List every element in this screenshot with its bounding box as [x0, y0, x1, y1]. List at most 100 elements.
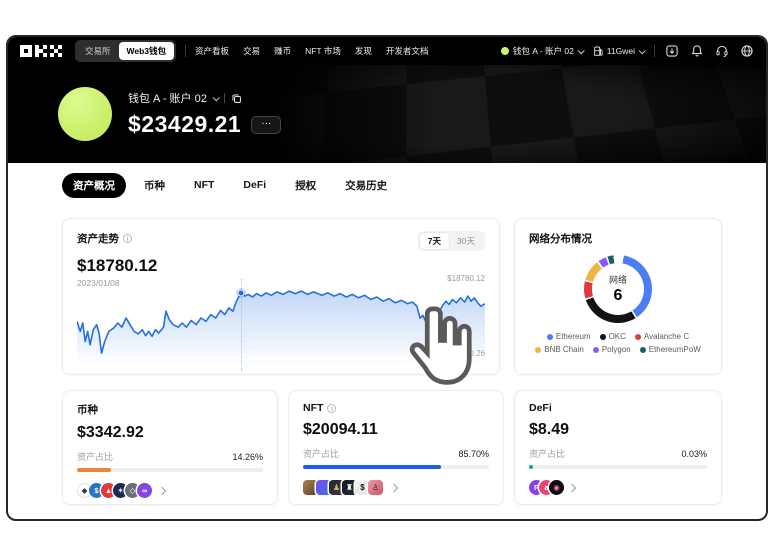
- app-window: 交易所 Web3钱包 资产看板 交易 赚币 NFT 市场 发现 开发者文档 钱包 A - …: [6, 35, 768, 521]
- trend-value: $18780.12: [77, 256, 158, 275]
- progress-fill: [529, 465, 534, 469]
- headset-icon[interactable]: [715, 44, 729, 58]
- nav-item[interactable]: 赚币: [274, 46, 292, 56]
- progress-track: [77, 468, 263, 472]
- toggle-exchange[interactable]: 交易所: [85, 46, 111, 56]
- download-icon[interactable]: [665, 44, 679, 58]
- nav-item[interactable]: 交易: [243, 46, 261, 56]
- summary-cards-row: 币种 $3342.92 资产占比 14.26% ◆ $ ▲ ✶ ◇ ∞ NFT i $20094.11 资…: [62, 390, 722, 505]
- nav-item[interactable]: 资产看板: [195, 46, 230, 56]
- asset-trend-chart[interactable]: $18780.12 $2190.26: [77, 274, 485, 385]
- wallet-name: 钱包 A - 账户 02: [128, 93, 207, 105]
- okx-logo-o: [20, 45, 32, 57]
- gas-price-label: 11Gwei: [606, 46, 635, 56]
- main-content: 资产走势 i 7天 30天 $18780.12 2023/01/08: [8, 207, 766, 505]
- nav-item[interactable]: 发现: [354, 46, 372, 56]
- donut-center-value: 6: [613, 287, 623, 304]
- progress-track: [529, 465, 707, 469]
- chart-selected-point: [237, 289, 245, 297]
- ratio-label: 资产占比: [529, 449, 566, 459]
- legend-dot: [634, 333, 641, 340]
- trend-date: 2023/01/08: [77, 278, 120, 288]
- legend-dot: [546, 333, 553, 340]
- divider: [654, 45, 655, 57]
- legend-item-okc: OKC: [599, 332, 626, 341]
- asset-trend-card: 资产走势 i 7天 30天 $18780.12 2023/01/08: [62, 218, 500, 385]
- legend-label: OKC: [608, 332, 626, 341]
- legend-label: Avalanche C: [643, 332, 690, 341]
- summary-card-value: $3342.92: [77, 424, 144, 441]
- tab-资产概况[interactable]: 资产概况: [62, 172, 126, 198]
- wallet-avatar[interactable]: [58, 87, 112, 141]
- wallet-name-row[interactable]: 钱包 A - 账户 02: [128, 90, 281, 106]
- account-selector[interactable]: 钱包 A - 账户 02: [500, 45, 585, 57]
- nft-thumbnail: [316, 480, 331, 495]
- okx-logo-k: [35, 45, 47, 57]
- gas-price-selector[interactable]: 11Gwei: [593, 46, 646, 57]
- expand-chevron-icon[interactable]: [389, 483, 399, 492]
- summary-card-nft: NFT i $20094.11 资产占比 85.70% ♟ ♜ $ ♙: [288, 390, 504, 505]
- usdc-token-icon: $: [89, 483, 104, 498]
- avax-token-icon: ▲: [101, 483, 116, 498]
- divider: [223, 93, 225, 103]
- range-7d-button[interactable]: 7天: [419, 233, 450, 249]
- nft-thumbnail: [303, 480, 318, 495]
- toggle-web3-wallet[interactable]: Web3钱包: [118, 42, 175, 60]
- summary-card-value: $8.49: [529, 421, 570, 438]
- nav-item[interactable]: NFT 市场: [305, 46, 341, 56]
- progress-fill: [77, 468, 112, 472]
- okx-logo[interactable]: [20, 45, 62, 57]
- legend-item-avalanche-c: Avalanche C: [634, 332, 690, 341]
- summary-card-title-row: NFT i: [303, 402, 489, 414]
- hero-fade-overlay: [8, 65, 766, 163]
- icons-row: ♟ ♜ $ ♙: [303, 480, 489, 495]
- nav-item[interactable]: 开发者文档: [385, 46, 429, 56]
- tab-币种[interactable]: 币种: [144, 179, 165, 192]
- main-nav: 资产看板 交易 赚币 NFT 市场 发现 开发者文档: [195, 45, 428, 57]
- expand-chevron-icon[interactable]: [567, 483, 577, 492]
- ratio-row: 资产占比 14.26%: [77, 450, 263, 463]
- summary-card-title: NFT: [303, 402, 324, 414]
- polygon-token-icon: ∞: [137, 483, 152, 498]
- info-icon[interactable]: i: [123, 234, 132, 243]
- range-30d-button[interactable]: 30天: [457, 236, 475, 246]
- tab-NFT[interactable]: NFT: [194, 179, 215, 191]
- legend-item-polygon: Polygon: [592, 345, 631, 354]
- progress-track: [303, 465, 489, 469]
- defi-protocol-icon: ◉: [549, 480, 564, 495]
- bell-icon[interactable]: [690, 44, 704, 58]
- topbar-right: 钱包 A - 账户 02 11Gwei: [500, 44, 754, 58]
- ratio-percent: 85.70%: [458, 448, 489, 459]
- chevron-down-icon: [577, 46, 585, 54]
- info-icon[interactable]: i: [327, 403, 337, 413]
- wallet-hero: 钱包 A - 账户 02 $23429.21 ···: [8, 65, 766, 163]
- more-actions-button[interactable]: ···: [251, 115, 282, 134]
- expand-chevron-icon[interactable]: [157, 486, 167, 495]
- account-avatar-dot: [500, 47, 509, 55]
- trend-card-title-row: 资产走势 i: [77, 231, 132, 246]
- gas-pump-icon: [594, 46, 603, 56]
- ratio-row: 资产占比 0.03%: [529, 447, 707, 460]
- donut-center: 网络 6: [584, 255, 652, 323]
- chart-crosshair: [241, 279, 243, 371]
- summary-card-币种: 币种 $3342.92 资产占比 14.26% ◆ $ ▲ ✶ ◇ ∞: [62, 390, 278, 505]
- legend-item-ethereum: Ethereum: [546, 332, 591, 341]
- tab-授权[interactable]: 授权: [295, 179, 317, 192]
- chevron-down-icon: [638, 46, 646, 54]
- nft-thumbnail: $: [355, 480, 370, 495]
- y-max-label: $18780.12: [444, 274, 485, 283]
- asset-tabs: 资产概况 币种 NFT DeFi 授权 交易历史: [8, 163, 766, 207]
- globe-icon[interactable]: [740, 44, 754, 58]
- chevron-down-icon: [212, 93, 220, 101]
- tab-交易历史[interactable]: 交易历史: [345, 179, 388, 192]
- copy-address-icon[interactable]: [231, 93, 242, 104]
- account-label: 钱包 A - 账户 02: [512, 46, 574, 56]
- mouse-cursor-hand: [410, 306, 473, 385]
- nft-thumbnail: ♜: [342, 480, 357, 495]
- nft-thumbnail: ♟: [329, 480, 344, 495]
- tab-DeFi[interactable]: DeFi: [243, 179, 267, 191]
- donut-center-label: 网络: [608, 275, 627, 285]
- legend-item-bnb-chain: BNB Chain: [535, 345, 584, 354]
- range-toggle: 7天 30天: [417, 231, 485, 251]
- network-title: 网络分布情况: [529, 233, 592, 245]
